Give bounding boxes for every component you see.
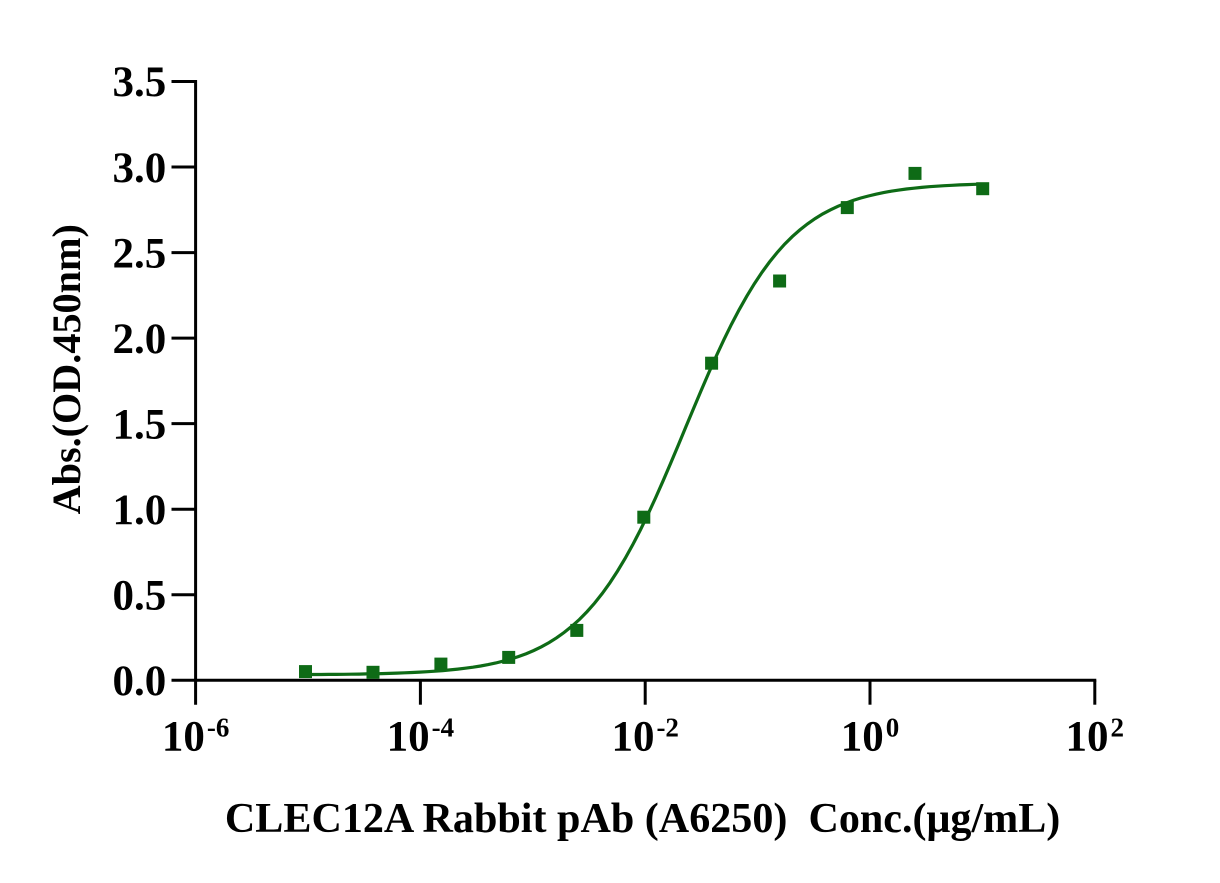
- svg-text:1.5: 1.5: [112, 401, 166, 448]
- svg-text:1.0: 1.0: [112, 487, 166, 534]
- svg-text:3.5: 3.5: [112, 59, 166, 106]
- svg-text:2.5: 2.5: [112, 230, 166, 277]
- svg-text:Abs.(OD.450nm): Abs.(OD.450nm): [44, 224, 89, 514]
- svg-text:2.0: 2.0: [112, 316, 166, 363]
- svg-text:CLEC12A Rabbit pAb (A6250) Co: CLEC12A Rabbit pAb (A6250) Conc.(μg/mL): [225, 795, 1060, 842]
- svg-text:3.0: 3.0: [112, 145, 166, 192]
- svg-text:10-2: 10-2: [611, 712, 679, 760]
- svg-text:0.5: 0.5: [112, 572, 166, 619]
- svg-text:0.0: 0.0: [112, 658, 166, 705]
